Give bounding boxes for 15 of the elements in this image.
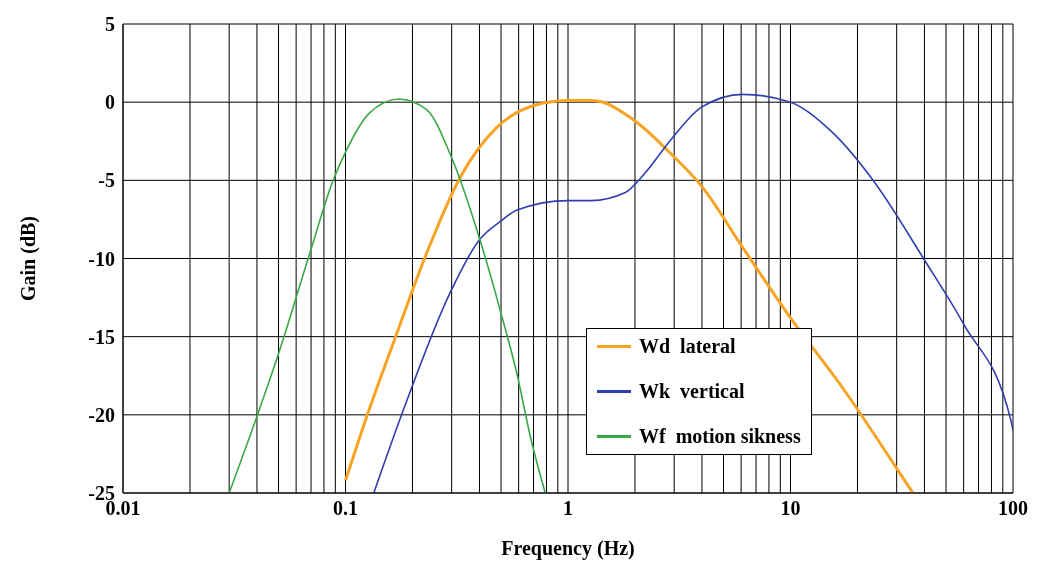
x-tick-label: 100 [998, 497, 1028, 520]
legend-label: Wf motion sikness [639, 425, 801, 448]
y-axis-title: Gain (dB) [17, 215, 41, 302]
x-tick-label: 1 [563, 497, 573, 520]
y-tick-label: -5 [98, 169, 115, 192]
legend-label: Wk vertical [639, 380, 745, 403]
x-axis-title: Frequency (Hz) [501, 537, 635, 560]
legend-label: Wd lateral [639, 335, 736, 358]
y-tick-label: 5 [105, 13, 115, 36]
x-tick-label: 10 [780, 497, 801, 520]
y-tick-label: -10 [88, 247, 115, 270]
y-tick-label: -15 [88, 325, 115, 348]
y-tick-label: -20 [88, 403, 115, 426]
x-tick-label: 0.1 [333, 497, 358, 520]
y-tick-label: 0 [105, 91, 115, 114]
